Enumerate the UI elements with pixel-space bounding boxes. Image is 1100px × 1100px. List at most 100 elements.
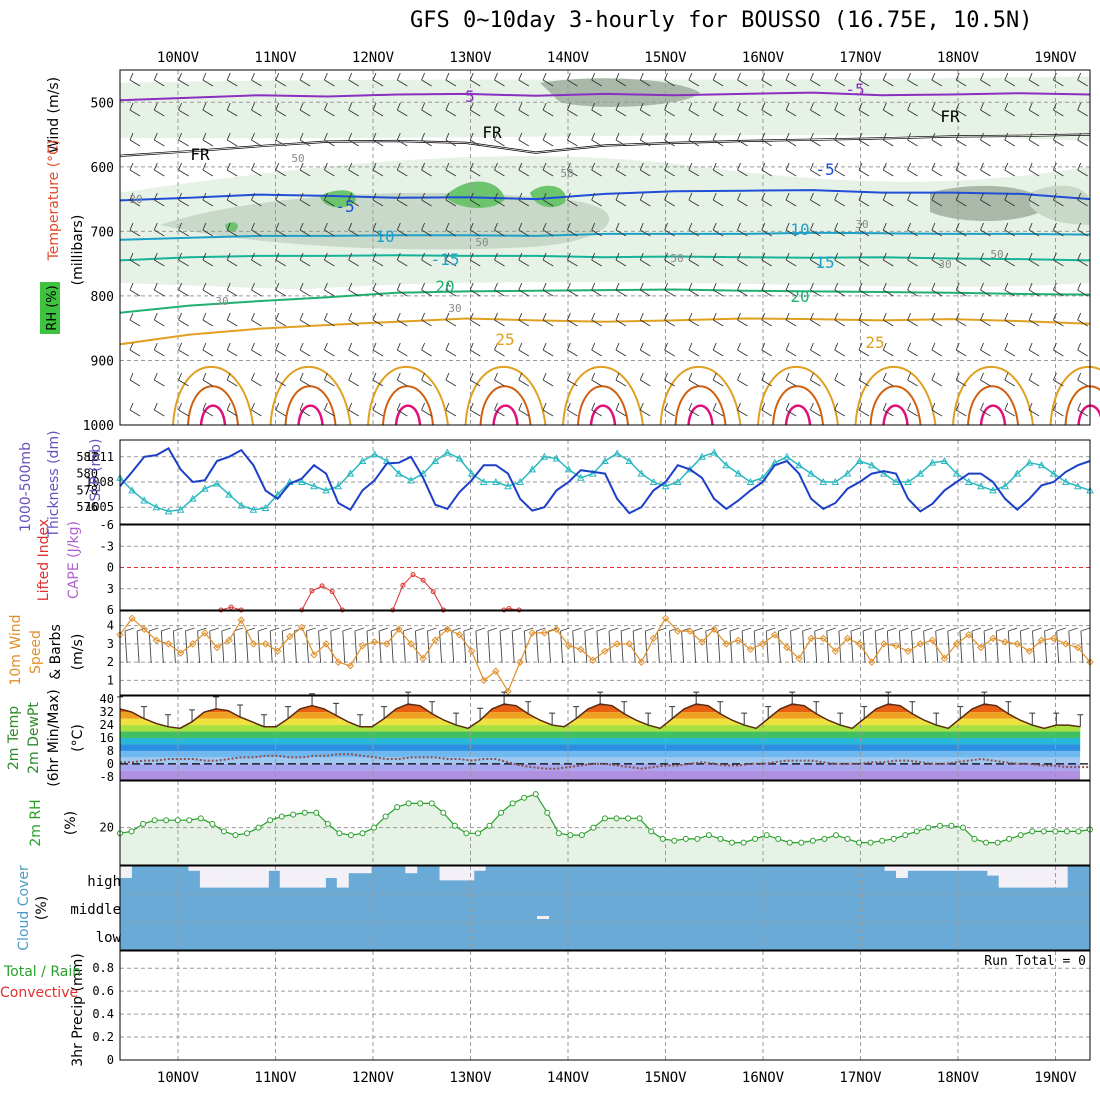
- wind-barb: [809, 342, 821, 357]
- li-marker: [319, 583, 325, 589]
- wind-barb: [761, 132, 773, 147]
- wind-barb: [591, 72, 602, 87]
- run-total-annotation: Run Total = 0: [984, 954, 1086, 969]
- temp-tick-label: 24: [100, 718, 114, 732]
- surface-wind-barb: [221, 627, 231, 664]
- wind-barb: [664, 252, 675, 267]
- wind-barb: [275, 132, 287, 147]
- thickness-marker: [140, 496, 149, 504]
- rh-marker: [625, 815, 632, 822]
- temp-35-contour: [967, 385, 1019, 426]
- wind-barb: [1077, 102, 1088, 117]
- cloud-high-clear: [348, 866, 361, 874]
- wind-barb: [688, 162, 700, 177]
- wind-barb: [129, 162, 141, 177]
- cloud-high-clear: [325, 866, 338, 878]
- wind-speed-marker: [237, 616, 245, 624]
- wind-barb: [955, 162, 967, 177]
- contour-label: 25: [865, 333, 884, 352]
- contour-label: 20: [790, 287, 809, 306]
- temp-minmax-bar: [597, 691, 604, 705]
- wind-speed-marker: [880, 640, 888, 648]
- cloud-high-clear: [211, 866, 224, 888]
- isotherm-line: [119, 288, 1091, 314]
- wind-barb: [639, 252, 651, 267]
- surface-wind-barb: [511, 627, 522, 664]
- thickness-line: [119, 451, 1091, 513]
- thickness-marker: [746, 477, 755, 485]
- wind-barb: [445, 312, 457, 327]
- precip-tick-label: 0.2: [92, 1030, 114, 1044]
- wind-barb: [421, 402, 432, 417]
- wind-barb: [445, 162, 457, 177]
- thickness-marker: [152, 503, 161, 511]
- wind-barb: [688, 222, 700, 237]
- rh-marker: [1040, 828, 1047, 835]
- rh-marker: [590, 824, 597, 831]
- wind-barb: [737, 222, 748, 237]
- wind-speed-marker: [989, 634, 997, 643]
- wind-barb: [1028, 402, 1040, 417]
- rh-marker: [659, 835, 666, 842]
- wind-barb: [882, 132, 894, 147]
- wind-barb: [372, 402, 384, 417]
- minmax-axis-label: (6hr Min/Max): [46, 689, 62, 786]
- wind-barb: [178, 162, 189, 177]
- surface-wind-barb: [136, 627, 147, 664]
- wind-barb: [615, 372, 627, 387]
- wind-speed-marker: [1001, 638, 1009, 646]
- wind-barb: [882, 192, 894, 207]
- wind-speed-marker: [577, 645, 585, 654]
- wind-barb: [955, 72, 967, 87]
- wind-barb: [251, 162, 262, 177]
- wind-barb: [178, 192, 189, 207]
- wind-barb: [688, 72, 700, 87]
- surface-wind-barb: [185, 627, 195, 664]
- thickness-axis-label: Thickness (dm): [46, 430, 62, 538]
- surface-wind-barb: [584, 627, 594, 664]
- wind-barb: [737, 192, 748, 207]
- contour-label: 10: [375, 227, 394, 246]
- temp-minmax-bar: [525, 701, 532, 714]
- wind-barb: [761, 282, 773, 297]
- thickness-marker: [916, 469, 925, 477]
- rh-marker: [417, 800, 424, 807]
- wind-barb: [858, 282, 870, 297]
- wind-speed-marker: [370, 638, 379, 646]
- wind-barb: [518, 372, 530, 387]
- wind-barb: [591, 282, 602, 297]
- wind-speed-marker: [407, 640, 415, 648]
- wind-barb: [1004, 372, 1016, 387]
- cloud-high-clear: [896, 866, 908, 878]
- x-tick-label-top: 16NOV: [742, 50, 785, 66]
- wind-barb: [712, 162, 724, 177]
- wind-barb: [542, 372, 554, 387]
- wind-barb: [785, 342, 797, 357]
- surface-wind-barb: [1007, 627, 1018, 664]
- temp-color-band: [120, 750, 1081, 758]
- dewpoint-line: [120, 753, 1090, 770]
- thickness-marker: [1013, 469, 1022, 477]
- wind-speed-marker: [637, 658, 646, 666]
- thickness-marker: [370, 450, 379, 458]
- wind-barb: [421, 162, 432, 177]
- wind-barb: [445, 102, 457, 117]
- wind-barb: [712, 402, 724, 417]
- wind-barb: [348, 162, 359, 177]
- temp-tick-label: 16: [100, 731, 114, 745]
- rh-marker: [1052, 828, 1059, 835]
- wind-barb: [323, 102, 335, 117]
- rh-marker: [844, 835, 851, 842]
- wind-barb: [372, 72, 384, 87]
- rh-marker: [902, 832, 909, 839]
- surface-wind-barb: [983, 627, 994, 664]
- temp-minmax-bar: [741, 712, 748, 726]
- wind-barb: [858, 402, 870, 417]
- rh-marker: [555, 830, 562, 837]
- rh-marker: [867, 839, 874, 846]
- wind-speed-marker: [273, 647, 282, 655]
- wind-barb: [323, 162, 335, 177]
- wind-barb: [396, 102, 408, 117]
- wind-barb: [1028, 372, 1040, 387]
- wind-barb: [129, 372, 141, 387]
